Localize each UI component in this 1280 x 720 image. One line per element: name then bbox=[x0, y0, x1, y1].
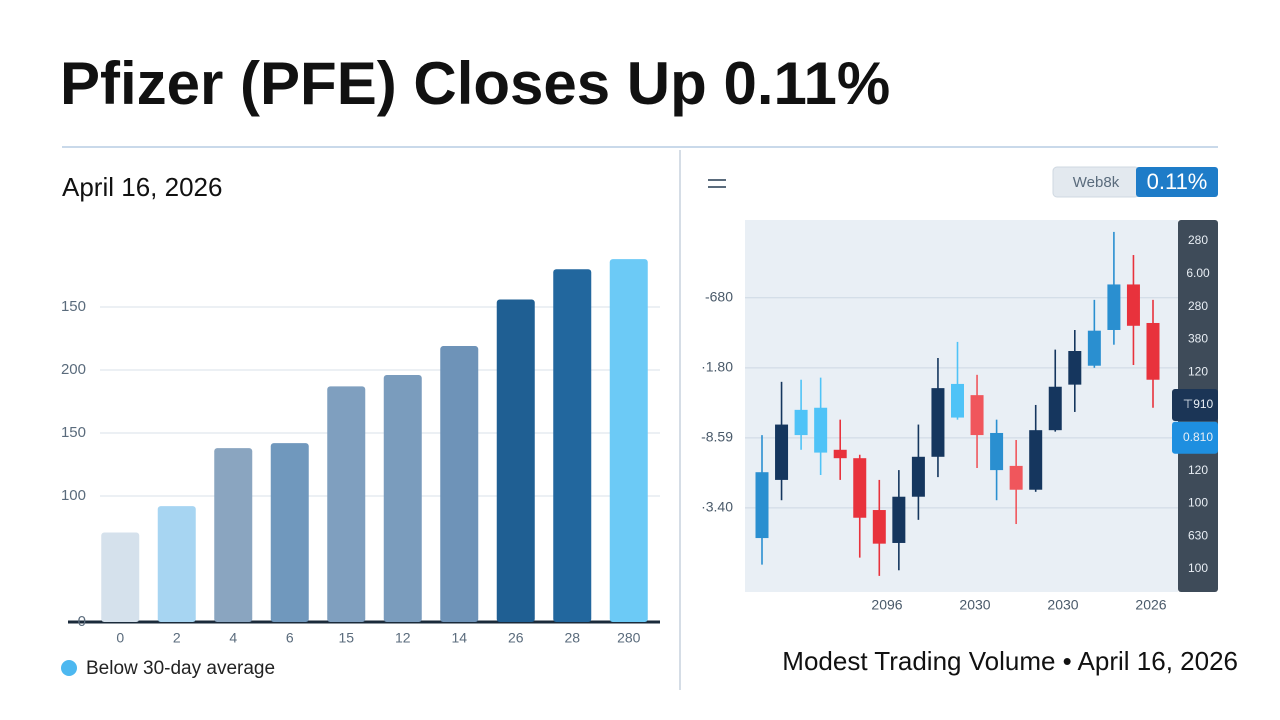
x-tick-label: 4 bbox=[229, 630, 237, 646]
bar bbox=[383, 375, 422, 622]
x-tick-label: 2096 bbox=[871, 597, 902, 613]
y-tick-label: 200 bbox=[61, 361, 86, 378]
y2-tick-label: 280 bbox=[1188, 233, 1208, 247]
legend-swatch bbox=[61, 660, 77, 676]
y2-tick-label: ⊤910 bbox=[1183, 397, 1214, 411]
y2-tick-label: 630 bbox=[1188, 528, 1208, 542]
y-tick-label: 150 bbox=[61, 424, 86, 441]
y-tick-label: ·3.40 bbox=[701, 499, 733, 515]
y-tick-label: 100 bbox=[61, 487, 86, 504]
y2-tick-label: 380 bbox=[1188, 332, 1208, 346]
candle-body bbox=[1126, 284, 1140, 326]
y-tick-label: ·1.80 bbox=[701, 359, 733, 375]
candle-body bbox=[1146, 322, 1160, 380]
menu-icon[interactable] bbox=[708, 179, 726, 188]
candle-body bbox=[911, 456, 925, 497]
bar bbox=[609, 259, 648, 622]
title: Pfizer (PFE) Closes Up 0.11% bbox=[60, 50, 890, 117]
x-tick-label: 14 bbox=[451, 630, 467, 646]
y2-tick-label: 0.810 bbox=[1183, 430, 1213, 444]
candle-body bbox=[814, 407, 828, 453]
y2-highlight bbox=[1172, 389, 1218, 421]
candle-body bbox=[1087, 330, 1101, 366]
x-tick-label: 280 bbox=[617, 630, 641, 646]
candle-body bbox=[990, 432, 1004, 471]
bar bbox=[440, 346, 479, 622]
date: April 16, 2026 bbox=[62, 172, 222, 202]
x-tick-label: 0 bbox=[116, 630, 124, 646]
bar bbox=[157, 506, 196, 622]
bar bbox=[553, 269, 592, 622]
y2-tick-label: 120 bbox=[1188, 364, 1208, 378]
candle-body bbox=[951, 383, 964, 418]
badge-value-bg bbox=[1136, 167, 1218, 197]
x-tick-label: 2 bbox=[173, 630, 181, 646]
candle-body bbox=[872, 510, 886, 544]
y-tick-label: 150 bbox=[61, 298, 86, 315]
y-tick-label: -680 bbox=[705, 288, 733, 304]
y-tick-label: 0 bbox=[78, 613, 86, 630]
bar bbox=[270, 443, 309, 622]
candle-body bbox=[892, 496, 906, 543]
candle-body bbox=[1029, 430, 1043, 490]
y2-tick-label: 100 bbox=[1188, 496, 1208, 510]
candle-body bbox=[1107, 284, 1121, 330]
candle-body bbox=[1068, 351, 1082, 385]
bar bbox=[496, 299, 535, 622]
candle-body bbox=[931, 388, 945, 457]
x-tick-label: 12 bbox=[395, 630, 411, 646]
bar bbox=[327, 386, 366, 622]
candle-body bbox=[853, 458, 867, 518]
candle-body bbox=[970, 395, 984, 436]
badge-value: 0.11% bbox=[1147, 169, 1208, 194]
x-tick-label: 6 bbox=[286, 630, 294, 646]
candle-body bbox=[775, 424, 789, 480]
x-tick-label: 2026 bbox=[1135, 597, 1166, 613]
y2-highlight bbox=[1172, 421, 1218, 454]
candle-body bbox=[1048, 386, 1062, 431]
y2-tick-label: 280 bbox=[1188, 299, 1208, 313]
candle-body bbox=[755, 472, 769, 539]
candle-body bbox=[833, 449, 847, 459]
x-tick-label: 2030 bbox=[1047, 597, 1078, 613]
candle-body bbox=[794, 409, 808, 436]
x-tick-label: 2030 bbox=[959, 597, 990, 613]
x-tick-label: 26 bbox=[508, 630, 524, 646]
legend-label: Below 30-day average bbox=[86, 658, 275, 679]
badge-label: Web8k bbox=[1073, 174, 1120, 191]
footer: Modest Trading Volume • April 16, 2026 bbox=[782, 646, 1238, 676]
x-tick-label: 15 bbox=[338, 630, 354, 646]
y-tick-label: -8.59 bbox=[701, 429, 733, 445]
y2-tick-label: 100 bbox=[1188, 561, 1208, 575]
bar bbox=[101, 532, 140, 622]
x-tick-label: 28 bbox=[564, 630, 580, 646]
y2-tick-label: 120 bbox=[1188, 463, 1208, 477]
y2-tick-label: 6.00 bbox=[1186, 266, 1210, 280]
candle-body bbox=[1009, 465, 1023, 490]
bar bbox=[214, 448, 253, 622]
